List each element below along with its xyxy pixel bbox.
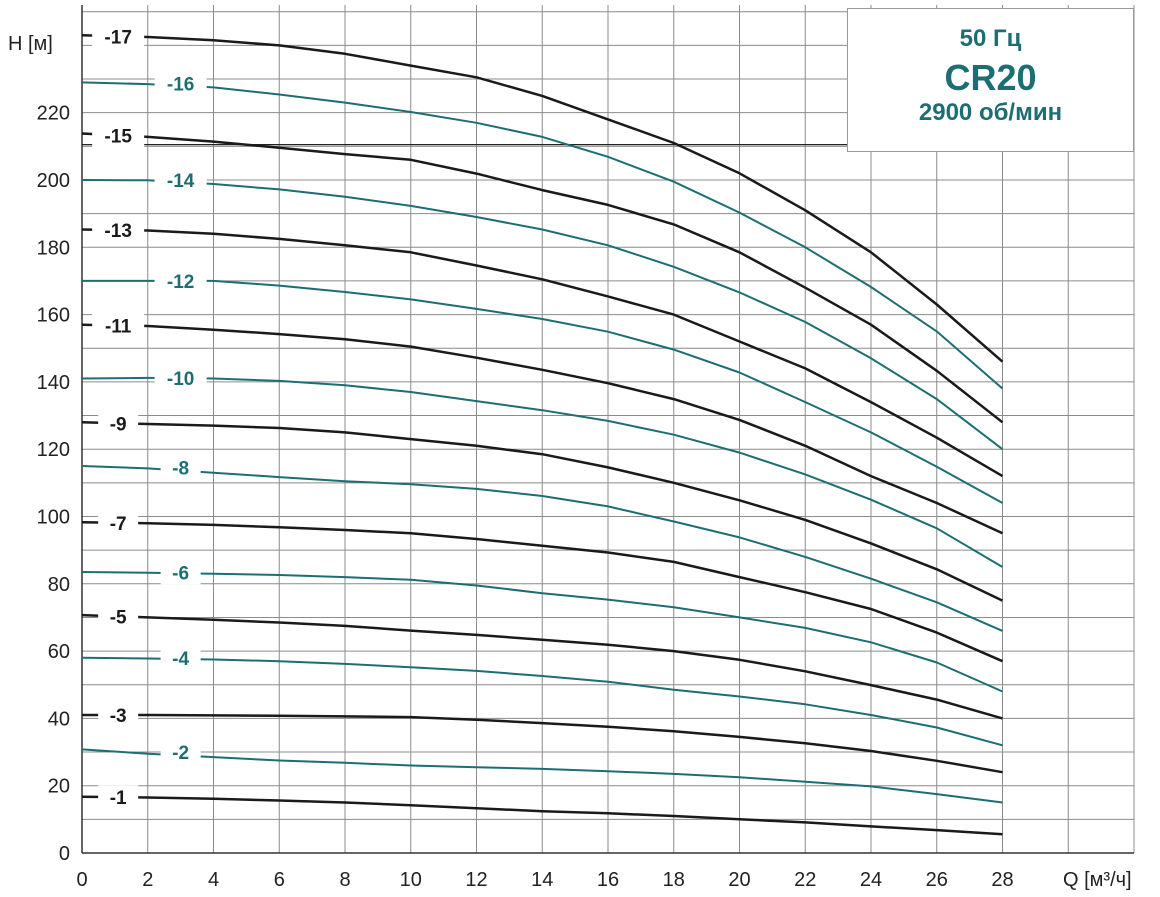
curve-labels: -1 -2 -3 -4 -5 -6 -7 -8 -9 -10 -11 -12 -13 -14 -15 -16 -… [92,24,207,810]
curve-label-background [154,366,207,391]
x-tick-label: 22 [794,869,816,891]
curve-label: -9 [110,414,127,435]
y-tick-label: 40 [48,708,70,730]
y-tick-label: 220 [37,103,70,125]
x-tick-label: 16 [597,869,619,891]
x-tick-label: 2 [142,869,153,891]
pump-curve [82,713,1003,774]
pump-curve [81,421,1004,602]
x-tick-label: 12 [465,869,487,891]
curve-label: -13 [104,221,131,242]
curve-label: -5 [110,608,127,629]
curve-label: -15 [104,127,132,148]
pump-curve [81,571,1003,693]
y-tick-label: 180 [37,237,70,259]
y-tick-label: 140 [37,372,70,394]
pump-curve [81,132,1004,424]
x-tick-label: 14 [531,869,553,891]
x-tick-label: 26 [926,869,948,891]
curve-label: -4 [172,649,189,670]
y-tick-label: 80 [48,574,70,596]
curve-label: -2 [172,743,189,764]
x-axis-title: Q [м³/ч] [1063,869,1132,891]
curve-label-background [92,123,145,148]
x-tick-label: 28 [991,869,1013,891]
y-tick-label: 60 [48,641,70,663]
pump-curve [81,228,1004,478]
curve-label-background [160,739,201,764]
x-tick-label: 10 [400,869,422,891]
x-tick-label: 18 [663,869,685,891]
x-tick-label: 0 [76,869,87,891]
y-tick-label: 100 [37,506,70,528]
curve-label-background [92,313,145,338]
x-tick-label: 8 [339,869,350,891]
curve-label: -12 [167,272,194,293]
pump-curve [81,81,1004,390]
x-tick-label: 4 [208,869,219,891]
curve-label-background [154,71,207,96]
pump-curve [81,34,1004,363]
pump-curve [81,323,1004,535]
curve-label-background [92,218,145,243]
speed-label: 2900 об/мин [918,99,1063,126]
pump-curve [81,795,1003,836]
axis-ticks: 0 2 4 6 8 10 12 14 16 18 20 22 24 26 28020406080100120… [37,103,1014,891]
curve-label: -11 [105,316,132,337]
curve-label: -8 [172,458,189,479]
curve-label-background [154,268,207,293]
curve-label-background [98,604,139,629]
curve-label: -6 [172,563,189,584]
pump-curve [81,748,1003,804]
y-tick-label: 120 [37,439,70,461]
y-axis-title: H [м] [8,33,53,55]
pump-curve [82,279,1003,504]
curve-label-background [98,411,139,436]
pump-curves [81,34,1004,836]
pump-curve [81,465,1003,632]
curve-label: -7 [110,514,127,535]
y-tick-label: 20 [48,776,70,798]
curve-label-background [160,560,201,585]
curve-label: -3 [110,706,127,727]
curve-label-background [154,168,207,193]
pump-curve [81,613,1003,720]
curve-label: -10 [167,369,194,390]
model-label: CR20 [944,57,1037,98]
frequency-label: 50 Гц [959,25,1022,52]
x-tick-label: 6 [274,869,285,891]
x-tick-label: 24 [860,869,882,891]
pump-curve [81,520,1003,663]
pump-info-box: 50 Гц CR20 2900 об/мин [847,8,1134,152]
curve-label-background [160,455,201,480]
x-tick-label: 20 [728,869,750,891]
pump-curve [81,179,1004,450]
y-tick-label: 200 [37,170,70,192]
y-tick-label: 0 [59,843,70,865]
curve-label-background [160,646,201,671]
curve-label-background [98,510,139,535]
curve-label-background [98,703,139,728]
y-tick-label: 160 [37,305,70,327]
curve-label: -14 [167,171,195,192]
curve-label: -17 [104,27,131,48]
curve-label: -1 [110,788,127,809]
pump-curve [81,656,1003,747]
curve-label-background [98,785,139,810]
pump-curve [81,376,1004,568]
curve-label: -16 [167,74,194,95]
curve-label-background [92,24,145,49]
